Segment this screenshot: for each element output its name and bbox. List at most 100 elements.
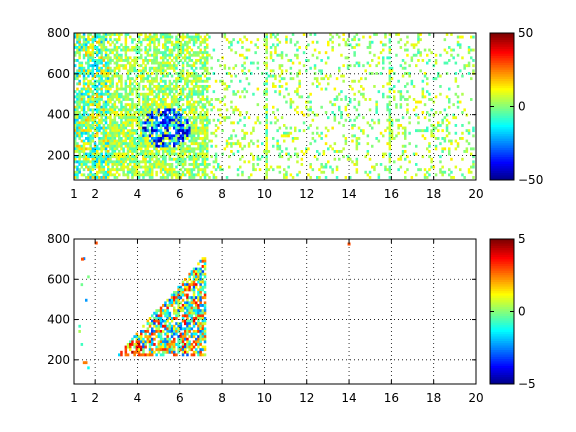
heatmap-cell	[197, 327, 200, 331]
heatmap-cell	[188, 301, 191, 305]
heatmap-cell	[190, 105, 194, 109]
heatmap-cell	[197, 262, 200, 266]
heatmap-cell	[228, 137, 231, 140]
heatmap-cell	[76, 131, 79, 135]
heatmap-cell	[131, 152, 134, 156]
heatmap-cell	[265, 98, 268, 101]
heatmap-cell	[96, 108, 99, 112]
heatmap-cell	[91, 100, 95, 104]
heatmap-cell	[195, 332, 198, 336]
heatmap-cell	[170, 105, 174, 109]
heatmap-cell	[111, 74, 114, 78]
heatmap-cell	[91, 82, 95, 86]
heatmap-cell	[197, 165, 200, 169]
heatmap-cell	[184, 163, 187, 166]
heatmap-cell	[102, 111, 106, 114]
heatmap-cell	[109, 173, 112, 177]
heatmap-cell	[173, 147, 176, 151]
heatmap-cell	[168, 327, 172, 331]
heatmap-cell	[344, 43, 348, 47]
heatmap-cell	[203, 170, 207, 174]
heatmap-cell	[122, 157, 125, 161]
heatmap-cell	[390, 134, 394, 138]
heatmap-cell	[459, 35, 462, 39]
heatmap-cell	[162, 345, 165, 349]
heatmap-cell	[340, 113, 343, 117]
heatmap-cell	[430, 51, 433, 55]
heatmap-cell	[155, 38, 158, 42]
heatmap-cell	[388, 72, 392, 75]
heatmap-cell	[155, 87, 158, 91]
heatmap-cell	[124, 160, 128, 164]
heatmap-cell	[151, 314, 154, 318]
heatmap-cell	[151, 337, 154, 341]
heatmap-cell	[148, 53, 152, 57]
heatmap-cell	[87, 69, 90, 73]
heatmap-cell	[291, 100, 295, 104]
heatmap-cell	[173, 150, 176, 153]
heatmap-cell	[155, 324, 158, 328]
heatmap-cell	[428, 48, 431, 52]
heatmap-cell	[388, 121, 392, 125]
heatmap-cell	[443, 116, 447, 120]
colorbar-swatch	[490, 51, 514, 55]
heatmap-cell	[245, 131, 249, 135]
heatmap-cell	[311, 137, 315, 140]
heatmap-cell	[135, 332, 139, 336]
heatmap-cell	[401, 131, 405, 135]
heatmap-cell	[144, 144, 147, 148]
heatmap-cell	[164, 100, 167, 104]
heatmap-cell	[362, 64, 365, 68]
heatmap-cell	[470, 48, 473, 52]
heatmap-cell	[179, 345, 183, 349]
heatmap-cell	[144, 129, 147, 133]
heatmap-cell	[124, 134, 128, 138]
colorbar-swatch	[490, 92, 514, 96]
heatmap-cell	[192, 296, 196, 300]
heatmap-cell	[159, 163, 163, 166]
heatmap-cell	[148, 157, 152, 161]
heatmap-cell	[472, 147, 475, 151]
heatmap-cell	[230, 100, 233, 104]
heatmap-cell	[155, 173, 158, 177]
heatmap-cell	[96, 95, 99, 99]
heatmap-cell	[89, 103, 92, 107]
heatmap-cell	[428, 142, 431, 146]
heatmap-cell	[115, 66, 119, 70]
heatmap-cell	[366, 150, 370, 153]
colorbar-swatch	[490, 67, 514, 71]
heatmap-cell	[153, 35, 156, 39]
heatmap-cell	[126, 343, 130, 346]
heatmap-cell	[199, 111, 202, 114]
heatmap-cell	[203, 353, 207, 357]
heatmap-cell	[417, 116, 420, 120]
heatmap-cell	[375, 105, 378, 109]
heatmap-cell	[120, 124, 123, 127]
heatmap-cell	[137, 85, 141, 88]
heatmap-cell	[124, 38, 128, 42]
heatmap-cell	[459, 43, 462, 47]
heatmap-cell	[102, 139, 106, 143]
heatmap-cell	[228, 165, 231, 169]
heatmap-cell	[212, 90, 216, 94]
heatmap-cell	[166, 95, 169, 99]
heatmap-cell	[203, 66, 207, 70]
heatmap-cell	[195, 59, 198, 62]
heatmap-cell	[111, 160, 114, 164]
heatmap-cell	[201, 121, 205, 125]
heatmap-cell	[131, 337, 134, 341]
heatmap-cell	[346, 103, 350, 107]
heatmap-cell	[76, 129, 79, 133]
heatmap-cell	[96, 124, 99, 127]
heatmap-cell	[157, 85, 161, 88]
heatmap-cell	[195, 124, 198, 127]
heatmap-cell	[115, 56, 119, 60]
heatmap-cell	[206, 66, 209, 70]
heatmap-cell	[118, 53, 121, 57]
heatmap-cell	[223, 116, 227, 120]
heatmap-cell	[192, 139, 196, 143]
heatmap-cell	[135, 118, 139, 122]
heatmap-cell	[102, 56, 106, 60]
heatmap-cell	[153, 40, 156, 44]
heatmap-cell	[357, 64, 361, 68]
